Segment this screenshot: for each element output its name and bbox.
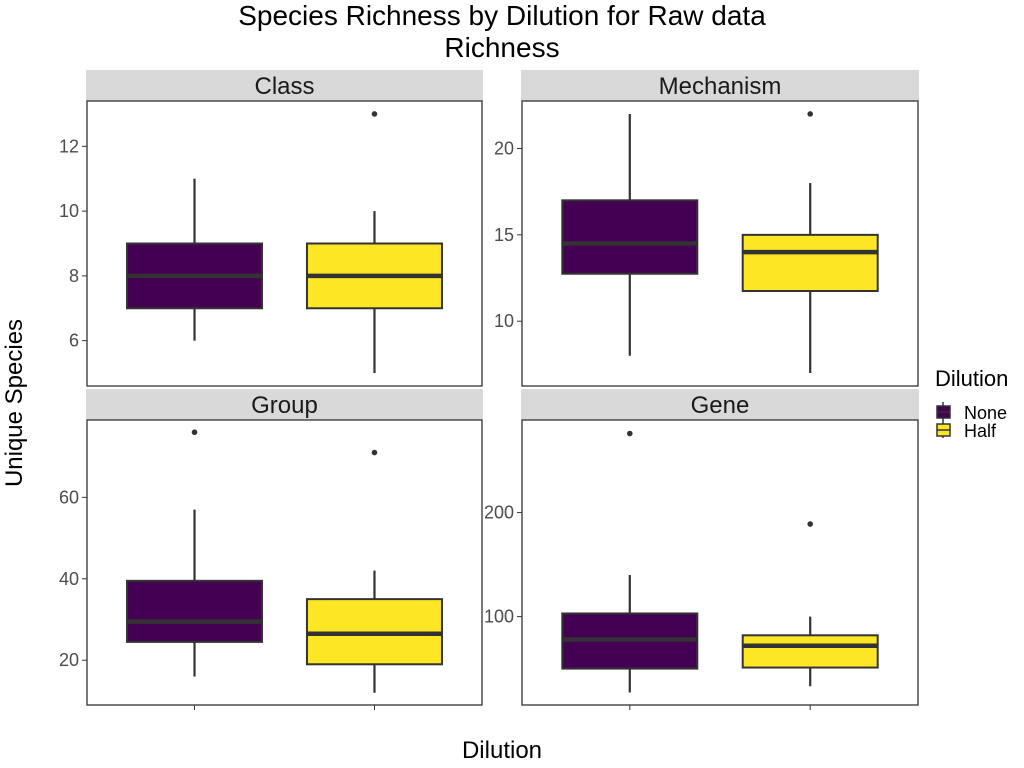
chart-title-line-1: Species Richness by Dilution for Raw dat… <box>238 0 766 31</box>
legend-key-half: Half <box>936 420 997 441</box>
facet-strip-group <box>86 389 483 420</box>
y-tick-label: 60 <box>59 487 79 507</box>
y-tick-label: 12 <box>59 136 79 156</box>
y-tick-label: 10 <box>494 311 514 331</box>
outlier-point <box>807 521 814 527</box>
y-tick-label: 20 <box>494 139 514 159</box>
outlier-point <box>626 430 633 437</box>
outlier-point <box>807 111 814 117</box>
box-mechanism-half <box>741 111 879 374</box>
legend-label-none: None <box>964 403 1007 423</box>
facet-label-gene: Gene <box>691 392 750 419</box>
outlier-point <box>191 429 198 436</box>
legend-title: Dilution <box>935 366 1008 391</box>
facet-label-mechanism: Mechanism <box>659 73 782 100</box>
box-mechanism-none <box>561 113 699 356</box>
y-tick-label: 20 <box>59 650 79 670</box>
chart-title-line-2: Richness <box>444 32 559 63</box>
box-class-none <box>126 178 264 341</box>
y-tick-label: 200 <box>484 503 514 523</box>
outlier-point <box>371 449 378 456</box>
panel-border-group <box>86 419 483 706</box>
x-axis-title: Dilution <box>462 737 542 764</box>
y-tick-label: 15 <box>494 225 514 245</box>
box-class-half <box>305 111 443 374</box>
facet-mechanism: Mechanism 10 15 20 <box>494 70 919 387</box>
box-iqr <box>126 579 264 643</box>
y-tick-label: 10 <box>59 201 79 221</box>
facet-group: Group 20 40 60 <box>59 389 483 710</box>
facet-label-group: Group <box>251 392 318 419</box>
outlier-point <box>371 111 378 117</box>
facet-panels: Class 6 8 10 12 Mechanism 10 15 20 Group 20 40 60 Gen… <box>59 70 919 710</box>
panel-border-gene <box>521 419 919 706</box>
box-iqr <box>741 634 879 669</box>
facet-strip-mechanism <box>521 70 919 101</box>
box-group-half <box>305 449 443 693</box>
facet-strip-class <box>86 70 483 101</box>
box-group-none <box>126 429 264 677</box>
facet-class: Class 6 8 10 12 <box>59 70 483 387</box>
box-gene-half <box>741 521 879 687</box>
y-tick-label: 8 <box>69 266 79 286</box>
legend-label-half: Half <box>964 421 997 441</box>
panel-border-class <box>86 100 483 387</box>
y-axis-title: Unique Species <box>1 319 28 487</box>
y-tick-label: 40 <box>59 569 79 589</box>
facet-gene: Gene 100 200 <box>484 389 919 710</box>
box-iqr <box>741 233 879 292</box>
y-tick-label: 6 <box>69 331 79 351</box>
box-iqr <box>561 199 699 275</box>
box-gene-none <box>561 430 699 693</box>
panel-border-mechanism <box>521 100 919 387</box>
facet-strip-gene <box>521 389 919 420</box>
y-tick-label: 100 <box>484 607 514 627</box>
chart-title: Species Richness by Dilution for Raw dat… <box>238 0 766 63</box>
facet-label-class: Class <box>254 73 314 100</box>
legend-key-none: None <box>936 402 1007 423</box>
